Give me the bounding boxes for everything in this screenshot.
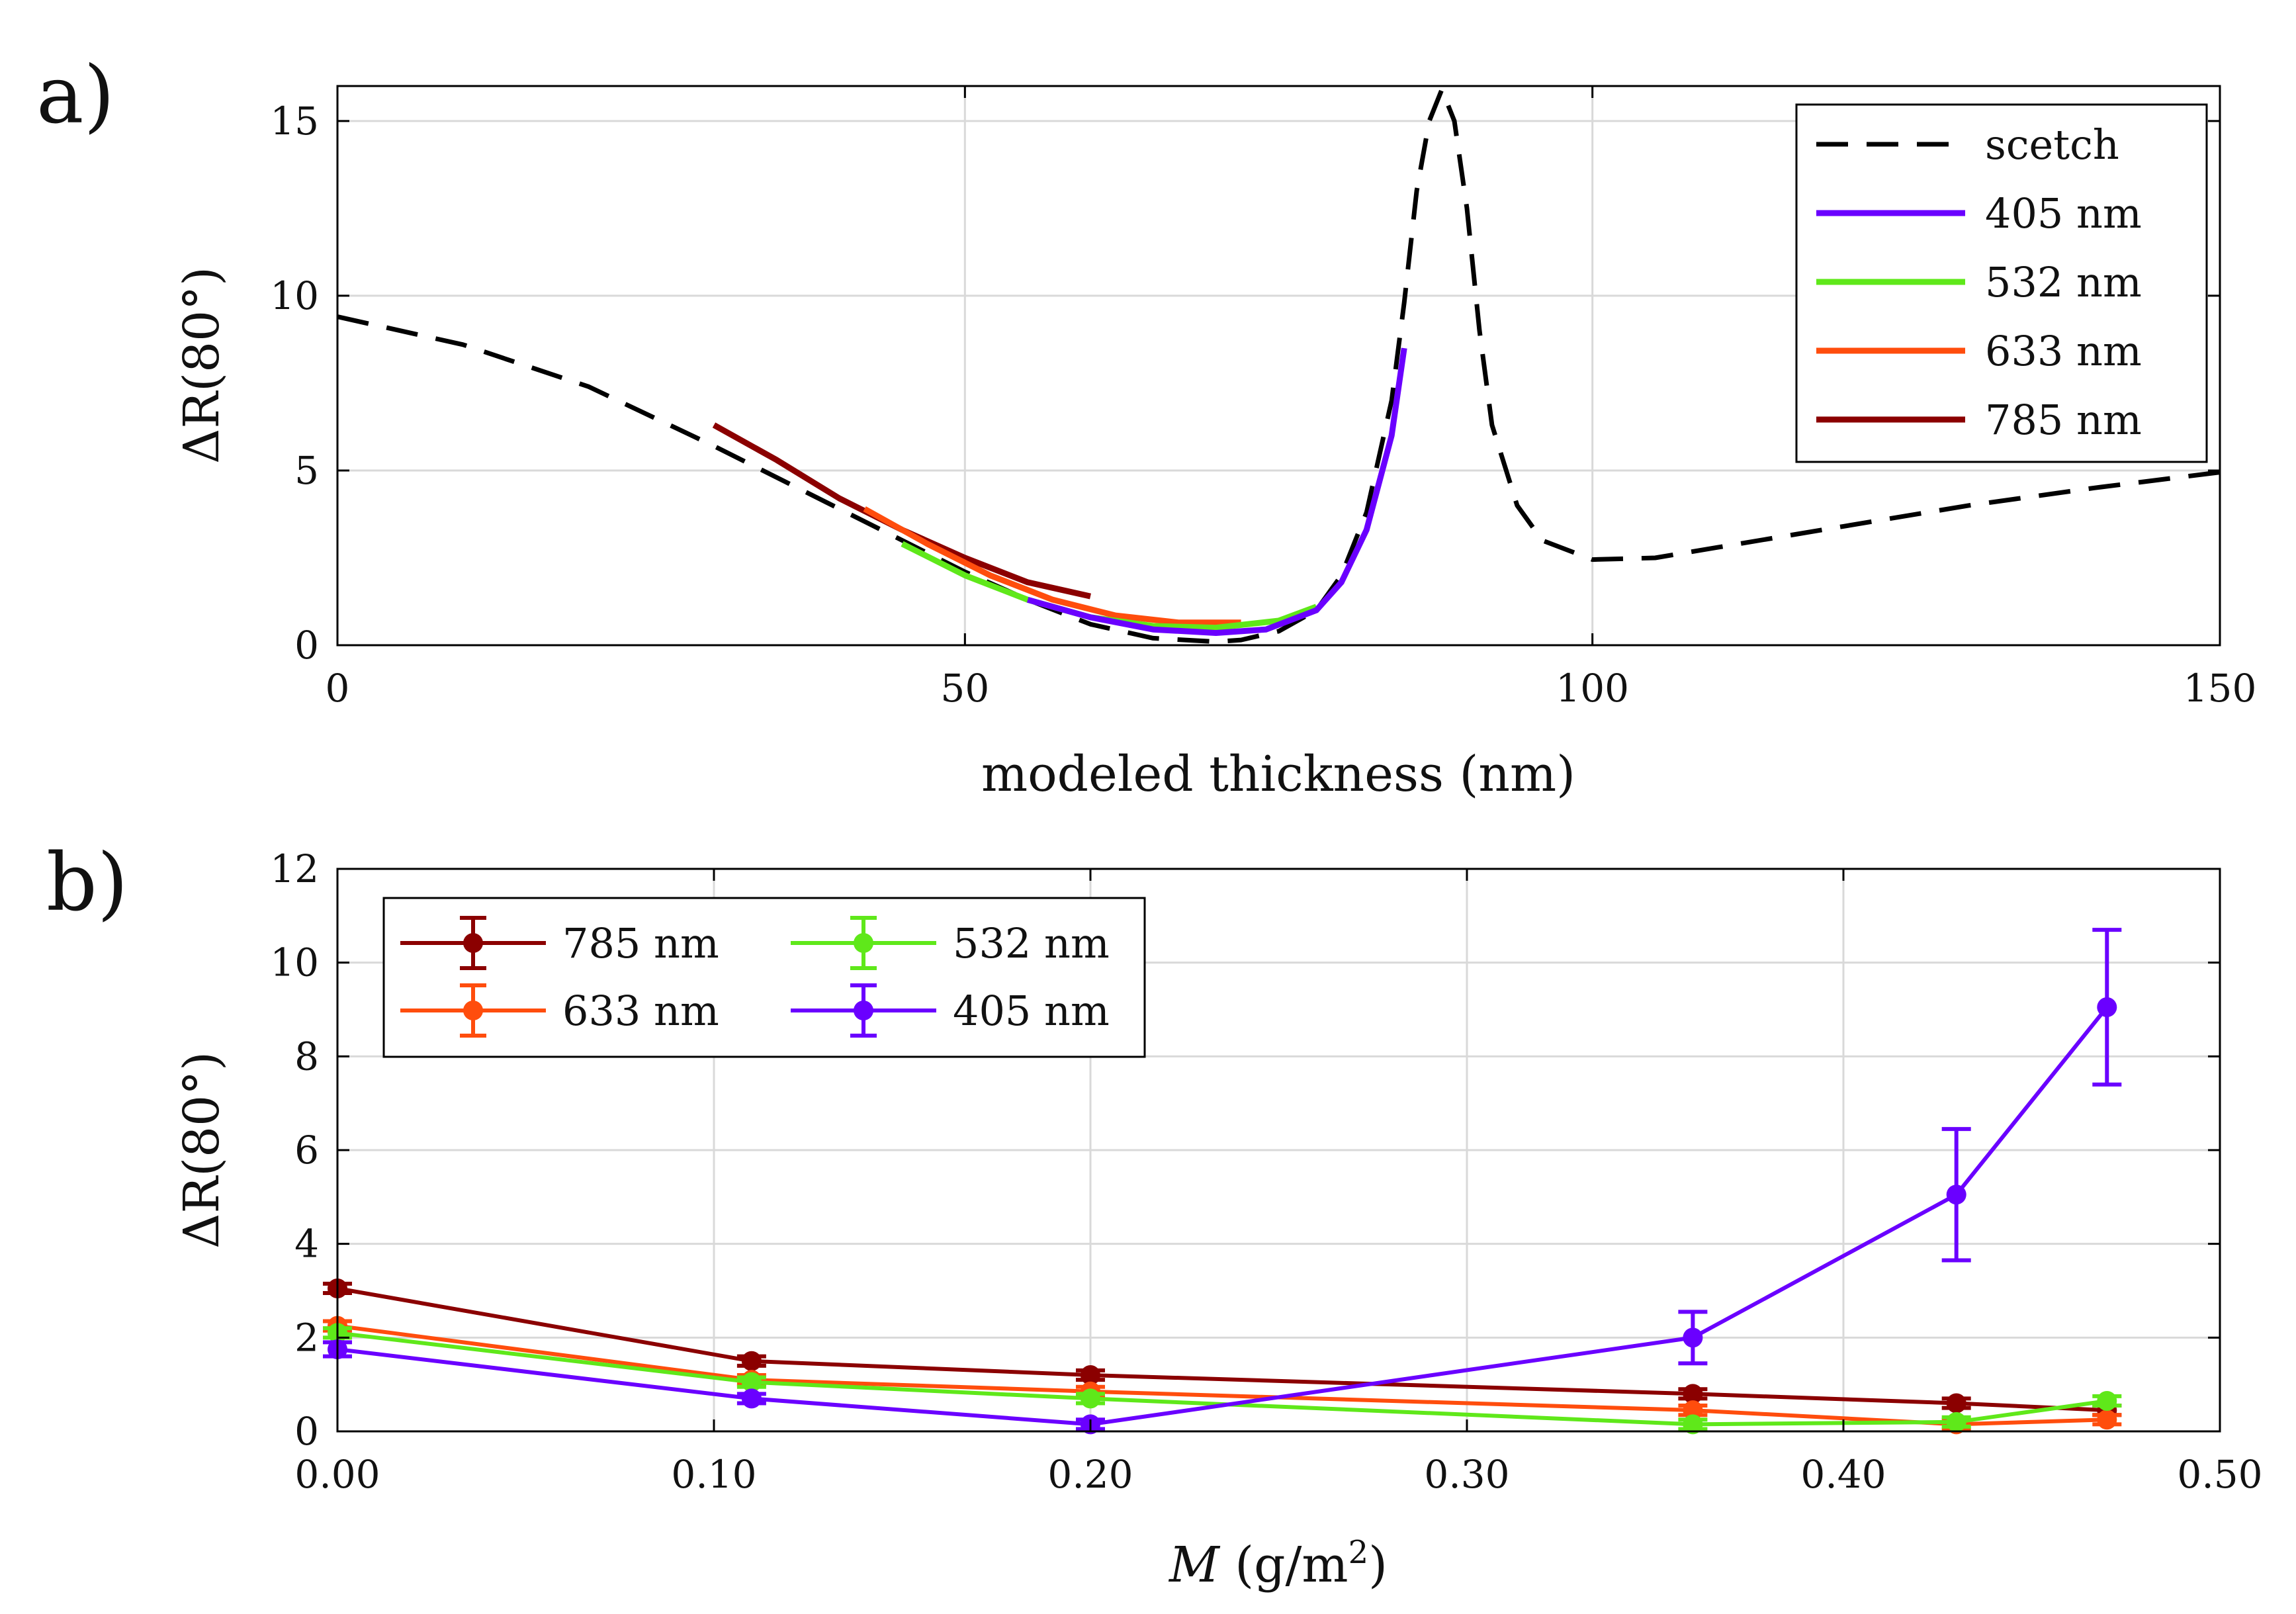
panel-a-legend-label-532-nm: 532 nm [1985, 258, 2142, 306]
panel-b-xlabel: M (g/m2) [1168, 1534, 1388, 1593]
panel-b-ytick-label: 12 [270, 846, 319, 891]
panel-b-ytick-label: 0 [294, 1409, 319, 1454]
panel-b-xtick-label: 0.40 [1800, 1452, 1886, 1497]
panel-b-legend-label-405-nm: 405 nm [953, 987, 1110, 1035]
panel-a-legend-label-785-nm: 785 nm [1985, 396, 2142, 444]
panel-a-xtick-label: 50 [940, 666, 989, 711]
panel-a-legend: scetch 405 nm 532 nm 633 nm 785 nm [1795, 103, 2208, 463]
panel-b-ytick-label: 6 [294, 1128, 319, 1173]
panel-b-point [2097, 1390, 2117, 1411]
panel-b-legend-marker [854, 933, 873, 953]
panel-b-xtick-label: 0.20 [1047, 1452, 1133, 1497]
panel-b-line-785-nm [337, 1286, 2107, 1413]
panel-a-ytick-label: 5 [294, 448, 319, 493]
panel-a-legend-label-633-nm: 633 nm [1985, 327, 2142, 375]
panel-b-point [741, 1372, 762, 1392]
panel-b-xtick-label: 0.50 [2177, 1452, 2262, 1497]
panel-a-series-405-nm [1026, 347, 1407, 636]
panel-b-legend-marker [854, 1001, 873, 1020]
panel-b-legend: 785 nm 532 nm 633 nm 405 nm [382, 897, 1146, 1058]
panel-b-ytick-label: 8 [294, 1034, 319, 1079]
panel-b-point [1081, 1388, 1100, 1409]
panel-b-xlabel-sup: 2 [1348, 1534, 1369, 1571]
panel-b-point [1946, 1185, 1966, 1205]
panel-b-legend-marker [463, 1001, 483, 1020]
panel-a-legend-label-scetch: scetch [1985, 120, 2119, 169]
panel-b-point [1683, 1414, 1703, 1435]
panel-b-series-785-nm [323, 1278, 2122, 1421]
panel-b-point [1683, 1327, 1703, 1348]
panel-b-point [2097, 1410, 2117, 1430]
panel-b-xtick-label: 0.30 [1424, 1452, 1509, 1497]
panel-b: b) 0.00 0.10 0.20 0.30 0.40 0.50 0 2 4 6 8 10 12 M (… [46, 837, 2263, 1593]
panel-b-xtick-label: 0.10 [671, 1452, 756, 1497]
panel-a-xtick-label: 150 [2184, 666, 2257, 711]
panel-a-xlabel: modeled thickness (nm) [981, 746, 1575, 803]
panel-b-xtick-label: 0.00 [294, 1452, 380, 1497]
panel-b-ytick-label: 2 [294, 1315, 319, 1360]
panel-b-legend-label-532-nm: 532 nm [953, 919, 1110, 967]
panel-a-ytick-label: 10 [270, 273, 319, 318]
panel-b-label: b) [46, 837, 128, 929]
panel-b-point [2097, 997, 2117, 1017]
panel-b-ylabel: ΔR(80°) [173, 1052, 230, 1249]
panel-b-point [1946, 1393, 1966, 1413]
panel-b-point [741, 1388, 762, 1409]
panel-b-ytick-label: 10 [270, 940, 319, 985]
panel-a-axes-box [336, 85, 2221, 647]
panel-b-legend-label-633-nm: 633 nm [562, 987, 719, 1035]
panel-a-label: a) [36, 50, 114, 142]
panel-a-series [337, 87, 2221, 645]
panel-b-series-405-nm [323, 928, 2122, 1435]
panel-b-line-405-nm [337, 1006, 2109, 1427]
panel-b-point [1683, 1384, 1703, 1404]
panel-b-ticks: 0.00 0.10 0.20 0.30 0.40 0.50 0 2 4 6 8 10 12 [270, 846, 2262, 1497]
panel-b-point [1081, 1365, 1100, 1385]
panel-b-point [1683, 1400, 1703, 1421]
panel-b-line-532-nm [337, 1331, 2107, 1427]
panel-b-series [323, 928, 2122, 1435]
panel-b-xlabel-var: M [1168, 1537, 1221, 1593]
panel-a-xtick-label: 100 [1556, 666, 1629, 711]
panel-b-point [1946, 1412, 1966, 1432]
panel-a-ytick-label: 0 [294, 623, 319, 668]
panel-b-point [741, 1351, 762, 1371]
panel-a-ytick-label: 15 [270, 99, 319, 144]
panel-b-ytick-label: 4 [294, 1222, 319, 1267]
panel-a-series-scetch [337, 87, 2221, 645]
panel-a-ylabel: ΔR(80°) [173, 267, 230, 464]
panel-b-line-633-nm [337, 1323, 2107, 1427]
panel-b-legend-marker [463, 933, 483, 953]
panel-a: a) 0 50 100 150 0 5 10 15 modeled thickness (nm… [36, 50, 2256, 803]
panel-a-ticks: 0 50 100 150 0 5 10 15 [270, 86, 2256, 711]
panel-b-xlabel-close: ) [1368, 1537, 1388, 1593]
panel-a-series-633-nm [863, 506, 1241, 626]
panel-a-xtick-label: 0 [326, 666, 350, 711]
panel-a-legend-label-405-nm: 405 nm [1985, 189, 2142, 238]
panel-a-series-785-nm [712, 422, 1091, 600]
panel-b-legend-label-785-nm: 785 nm [562, 919, 719, 967]
panel-b-xlabel-unit: (g/m [1219, 1537, 1348, 1593]
panel-b-legend-box [382, 897, 1146, 1058]
